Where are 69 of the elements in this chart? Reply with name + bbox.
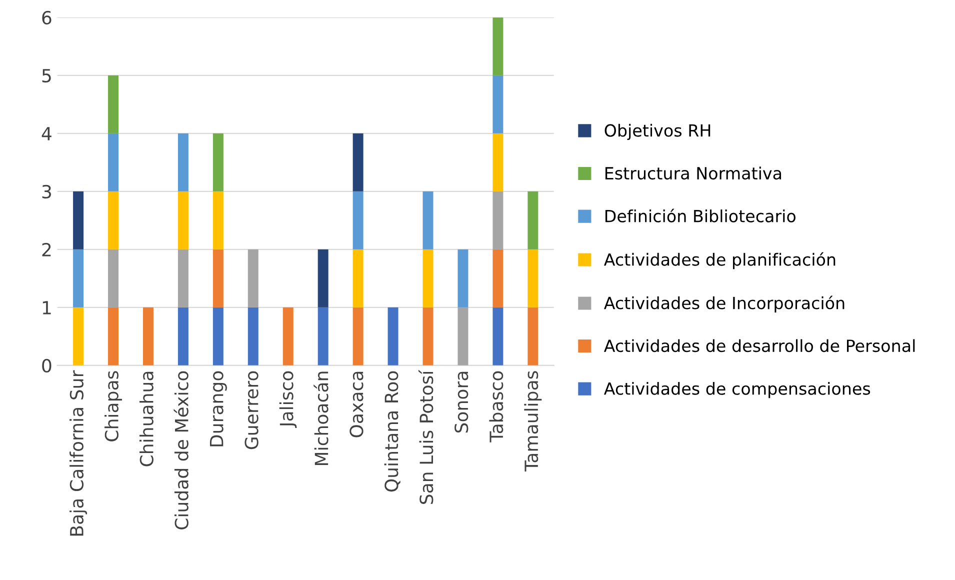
bar xyxy=(248,307,258,366)
bar xyxy=(108,249,118,308)
bar xyxy=(178,307,188,366)
bar xyxy=(458,249,468,308)
bar xyxy=(212,307,224,366)
legend-label: Actividades de desarrollo de Personal xyxy=(604,339,915,352)
bar xyxy=(458,307,468,366)
bar xyxy=(528,307,538,366)
x-tick-label: Jalisco xyxy=(279,371,297,428)
bar xyxy=(248,249,258,308)
y-tick-label: 1 xyxy=(42,301,51,314)
x-tick-label: Sonora xyxy=(454,372,468,433)
x-tick-label: Michoacán xyxy=(314,372,328,465)
bar xyxy=(318,307,328,366)
x-tick-label: Quintana Roo xyxy=(384,371,400,492)
bar xyxy=(108,133,118,192)
bar xyxy=(212,249,224,308)
legend-label: Objetivos RH xyxy=(604,124,710,140)
bar xyxy=(73,307,84,366)
x-tick-label: Oaxaca xyxy=(350,372,364,438)
bar xyxy=(388,307,398,366)
y-tick-label: 0 xyxy=(42,358,52,373)
legend-label: Actividades de planificación xyxy=(604,252,836,270)
bar xyxy=(352,249,364,308)
bar xyxy=(422,249,434,308)
bar xyxy=(352,191,364,250)
x-tick-label: Guerrero xyxy=(244,371,258,450)
legend-label: Actividades de compensaciones xyxy=(604,382,870,398)
bar xyxy=(528,191,538,250)
bar xyxy=(178,249,188,308)
bar xyxy=(492,249,504,308)
bar xyxy=(492,307,504,366)
bar xyxy=(492,75,504,134)
x-tick-label: San Luis Potosí xyxy=(418,370,434,504)
bar xyxy=(492,17,504,76)
bar xyxy=(73,191,84,250)
x-tick-label: Tabasco xyxy=(489,371,504,442)
bar xyxy=(318,249,328,308)
y-tick-label: 6 xyxy=(42,10,52,25)
y-tick-label: 3 xyxy=(42,184,51,199)
bar xyxy=(212,191,224,250)
y-tick-label: 5 xyxy=(42,69,51,83)
bar xyxy=(528,249,538,308)
y-tick-label: 2 xyxy=(42,242,51,256)
legend-label: Estructura Normativa xyxy=(605,166,782,180)
x-tick-label: Chiapas xyxy=(104,371,122,442)
x-tick-label: Durango xyxy=(210,371,227,446)
bar xyxy=(352,307,364,366)
bar xyxy=(212,133,224,192)
x-tick-label: Baja California Sur xyxy=(70,370,88,536)
legend-label: Definición Bibliotecario xyxy=(605,208,796,222)
bar xyxy=(282,307,294,366)
bar xyxy=(492,191,504,250)
bar xyxy=(73,249,84,308)
y-tick-label: 4 xyxy=(42,127,52,140)
bar xyxy=(142,307,154,366)
bar xyxy=(108,75,118,134)
bar xyxy=(492,133,504,192)
bar xyxy=(108,307,118,366)
bar xyxy=(178,133,188,192)
bar xyxy=(422,307,434,366)
bar xyxy=(352,133,364,192)
bar xyxy=(178,191,188,250)
x-tick-label: Chihuahua xyxy=(139,372,154,466)
x-tick-label: Tamaulipas xyxy=(524,371,542,472)
legend-label: Actividades de Incorporación xyxy=(604,296,844,313)
x-tick-label: Ciudad de México xyxy=(174,371,188,530)
bar xyxy=(422,191,434,250)
bar xyxy=(108,191,118,250)
